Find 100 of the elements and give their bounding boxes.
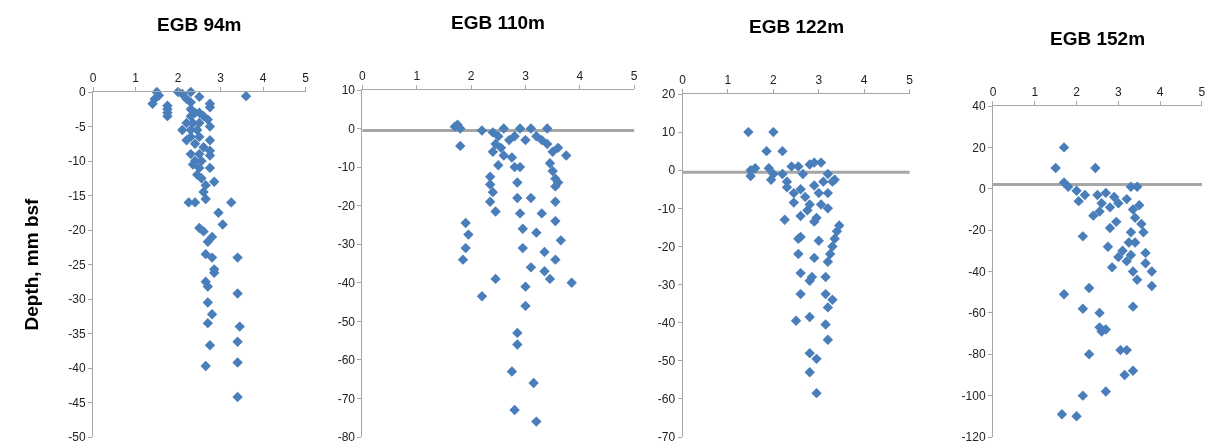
y-tick-label: -20: [337, 198, 356, 213]
y-tick-label: -30: [337, 237, 356, 252]
point: [1092, 189, 1103, 201]
x-tick-label: 3: [217, 71, 225, 86]
point: [1094, 307, 1105, 319]
y-axis-title: Depth, mm bsf: [20, 197, 42, 331]
x-tick-label: 4: [1156, 85, 1164, 100]
point: [1073, 195, 1084, 207]
point: [1077, 231, 1089, 242]
y-tick-label: -80: [337, 430, 356, 445]
point: [1140, 258, 1151, 269]
point: [1063, 181, 1074, 192]
point: [1108, 191, 1120, 203]
point: [1113, 198, 1124, 209]
x-tick-label: 0: [359, 69, 367, 84]
point: [1090, 162, 1101, 174]
point: [1056, 409, 1068, 420]
point: [1106, 262, 1118, 273]
point: [1125, 249, 1137, 261]
x-tick-label: 5: [302, 71, 310, 86]
y-tick-label: -20: [68, 223, 86, 238]
x-tick-label: 3: [1115, 85, 1123, 100]
point: [1129, 212, 1141, 223]
x-tick-label: 3: [815, 73, 823, 88]
y-tick-label: -30: [657, 277, 676, 292]
point: [1136, 218, 1147, 230]
point: [1104, 222, 1116, 234]
x-tick-label: 4: [576, 69, 584, 84]
point: [1127, 266, 1139, 277]
y-tick-label: -30: [68, 292, 86, 307]
point: [1111, 216, 1122, 228]
point: [1127, 365, 1139, 376]
x-tick-label: 3: [522, 69, 530, 84]
point: [1077, 303, 1089, 314]
point: [1117, 245, 1128, 257]
y-tick-label: -120: [961, 430, 986, 445]
point: [1071, 411, 1082, 422]
y-tick-label: -20: [657, 239, 676, 254]
point: [1100, 187, 1112, 199]
point: [1050, 162, 1061, 174]
x-tick-label: 2: [770, 73, 778, 88]
y-tick-label: -70: [657, 430, 676, 445]
y-tick-label: -5: [74, 119, 86, 134]
x-tick-label: 0: [989, 85, 997, 100]
point: [1121, 255, 1132, 267]
point: [1134, 200, 1145, 211]
y-tick-label: 10: [661, 125, 676, 140]
y-tick-label: -50: [337, 314, 356, 329]
chart-title: EGB 122m: [749, 16, 845, 37]
y-tick-label: 20: [661, 87, 676, 102]
y-tick-label: -70: [337, 391, 356, 406]
point: [1100, 386, 1112, 397]
chart-title: EGB 94m: [157, 14, 242, 35]
y-tick-label: -10: [337, 160, 356, 175]
point: [1058, 142, 1070, 153]
y-tick-label: -40: [68, 361, 86, 376]
x-tick-label: 2: [467, 69, 475, 84]
y-tick-label: -25: [68, 257, 86, 272]
point: [1094, 206, 1105, 217]
point: [1138, 226, 1149, 238]
point: [1131, 274, 1143, 285]
point: [1102, 241, 1114, 252]
y-tick-label: 0: [978, 181, 986, 196]
x-tick-label: 5: [1198, 85, 1206, 100]
x-tick-label: 0: [679, 73, 687, 88]
x-tick-label: 0: [89, 71, 97, 86]
point: [1058, 289, 1070, 300]
y-tick-label: 20: [972, 140, 986, 155]
y-tick-label: 10: [341, 83, 356, 98]
y-tick-label: -15: [68, 188, 86, 203]
x-tick-label: 5: [630, 69, 638, 84]
chart-title: EGB 152m: [1050, 28, 1146, 49]
y-tick-label: -80: [968, 347, 986, 362]
point: [1083, 282, 1095, 294]
y-tick-label: -40: [657, 315, 676, 330]
x-tick-label: 1: [132, 71, 140, 86]
y-tick-label: -45: [68, 395, 86, 410]
point: [1079, 189, 1091, 201]
y-tick-label: 0: [348, 121, 356, 136]
point: [1127, 301, 1139, 312]
point: [1121, 193, 1132, 205]
x-tick-label: 1: [724, 73, 732, 88]
point: [1146, 266, 1158, 277]
y-tick-label: 40: [972, 99, 986, 114]
y-tick-label: -10: [68, 154, 86, 169]
chart-title: EGB 110m: [451, 12, 545, 33]
y-tick-label: -40: [337, 275, 356, 290]
y-tick-label: -35: [68, 326, 86, 341]
point: [1127, 204, 1139, 215]
point: [1113, 251, 1124, 263]
x-tick-label: 2: [174, 71, 182, 86]
x-tick-label: 4: [259, 71, 267, 86]
point: [1088, 210, 1099, 221]
y-tick-label: -10: [657, 201, 676, 216]
point: [1077, 390, 1089, 401]
x-tick-label: 5: [906, 73, 914, 88]
y-tick-label: -20: [968, 223, 986, 238]
y-tick-label: -100: [961, 388, 986, 403]
point: [1140, 247, 1151, 259]
x-tick-label: 1: [413, 69, 421, 84]
